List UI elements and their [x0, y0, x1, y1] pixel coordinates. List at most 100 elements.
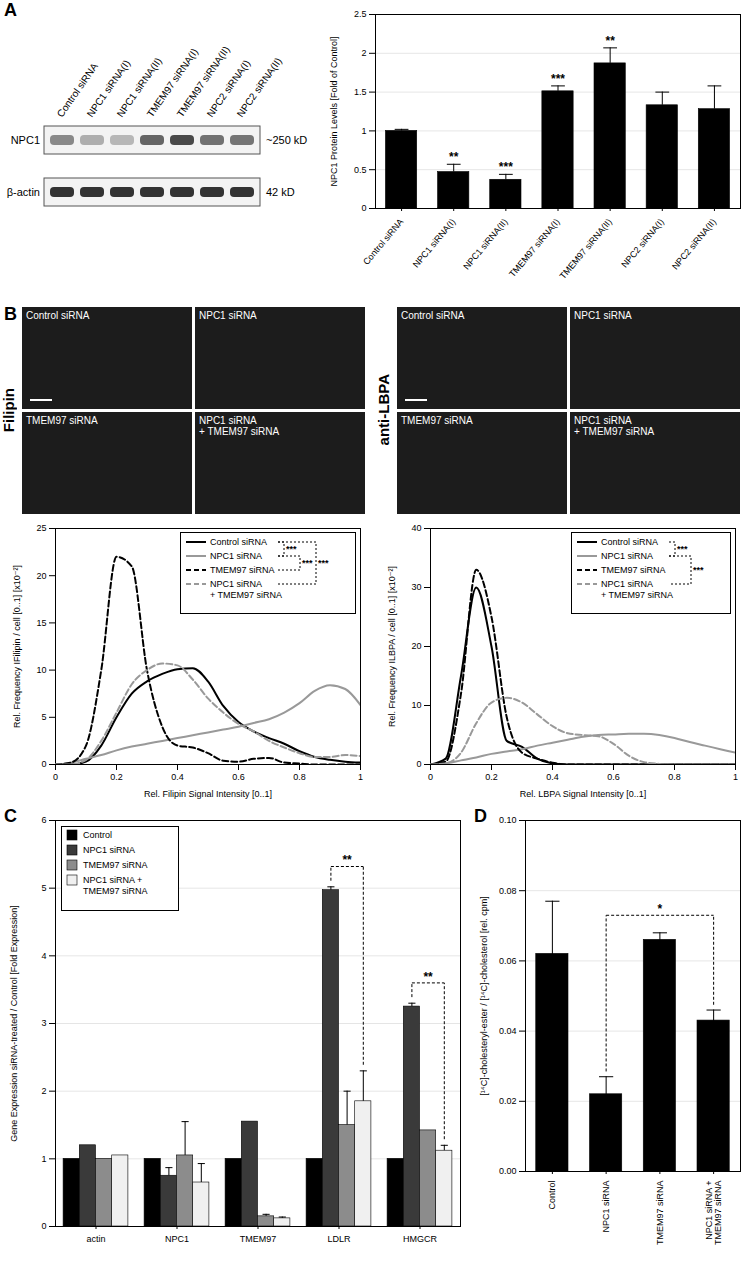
svg-text:NPC1: NPC1: [11, 134, 40, 146]
svg-text:Control siRNA: Control siRNA: [601, 537, 658, 547]
svg-text:0.6: 0.6: [607, 772, 620, 782]
svg-text:30: 30: [411, 582, 421, 592]
svg-text:[¹⁴C]-cholesteryl-ester / [¹⁴C: [¹⁴C]-cholesteryl-ester / [¹⁴C]-choleste…: [479, 896, 489, 1095]
svg-text:TMEM97 siRNA: TMEM97 siRNA: [210, 565, 275, 575]
svg-text:0.10: 0.10: [499, 815, 517, 825]
svg-text:NPC2 siRNA(II): NPC2 siRNA(II): [670, 217, 718, 272]
svg-text:0.02: 0.02: [499, 1096, 517, 1106]
svg-text:25: 25: [36, 523, 46, 533]
svg-text:NPC1 Protein Levels [Fold of C: NPC1 Protein Levels [Fold of Control]: [329, 36, 339, 186]
svg-text:0.8: 0.8: [668, 772, 681, 782]
svg-text:NPC1 siRNA: NPC1 siRNA: [601, 1181, 611, 1233]
svg-text:TMEM97 siRNA(I): TMEM97 siRNA(I): [507, 217, 562, 279]
svg-text:HMGCR: HMGCR: [403, 1234, 437, 1244]
svg-text:NPC1 siRNA(I): NPC1 siRNA(I): [84, 57, 133, 120]
svg-text:TMEM97 siRNA(I): TMEM97 siRNA(I): [145, 46, 201, 119]
svg-text:β-actin: β-actin: [7, 186, 40, 198]
svg-text:***: ***: [693, 565, 704, 575]
svg-text:**: **: [449, 150, 459, 164]
svg-text:NPC2 siRNA(II): NPC2 siRNA(II): [235, 55, 284, 119]
svg-text:1: 1: [41, 1154, 46, 1164]
svg-text:Control siRNA: Control siRNA: [361, 217, 405, 267]
svg-text:Control siRNA: Control siRNA: [54, 60, 100, 120]
svg-text:***: ***: [551, 72, 565, 86]
svg-text:TMEM97 siRNA: TMEM97 siRNA: [601, 565, 666, 575]
svg-text:0.04: 0.04: [499, 1026, 517, 1036]
svg-text:**: **: [423, 970, 433, 984]
svg-text:TMEM97 siRNA: TMEM97 siRNA: [655, 1181, 665, 1246]
svg-text:0: 0: [416, 759, 421, 769]
svg-text:2: 2: [41, 1086, 46, 1096]
svg-text:Gene Expression siRNA-treated: Gene Expression siRNA-treated / Control …: [9, 905, 19, 1142]
svg-text:NPC1 siRNA+ TMEM97 siRNA: NPC1 siRNA+ TMEM97 siRNA: [210, 579, 282, 600]
svg-text:NPC1 siRNA +TMEM97 siRNA: NPC1 siRNA +TMEM97 siRNA: [704, 1181, 723, 1246]
svg-text:0.5: 0.5: [354, 165, 367, 175]
svg-text:20: 20: [36, 571, 46, 581]
svg-text:5: 5: [41, 712, 46, 722]
svg-text:**: **: [342, 853, 352, 867]
svg-text:0.8: 0.8: [293, 772, 306, 782]
svg-text:Control: Control: [547, 1181, 557, 1210]
svg-text:Control siRNA: Control siRNA: [210, 537, 267, 547]
svg-text:0.2: 0.2: [485, 772, 498, 782]
svg-text:actin: actin: [86, 1234, 105, 1244]
svg-text:Rel. LBPA Signal Intensity [0.: Rel. LBPA Signal Intensity [0..1]: [520, 789, 646, 799]
svg-text:TMEM97 siRNA(II): TMEM97 siRNA(II): [175, 44, 232, 119]
svg-text:Rel. Frequency ILBPA / cell [0: Rel. Frequency ILBPA / cell [0..1] [x10⁻…: [387, 566, 397, 727]
svg-text:42 kD: 42 kD: [266, 186, 295, 198]
svg-text:NPC2 siRNA(I): NPC2 siRNA(I): [619, 217, 666, 270]
svg-text:TMEM97 siRNA: TMEM97 siRNA: [83, 860, 148, 870]
svg-text:NPC1 siRNA(II): NPC1 siRNA(II): [461, 217, 509, 272]
svg-text:NPC2 siRNA(I): NPC2 siRNA(I): [204, 57, 253, 120]
svg-text:0.4: 0.4: [546, 772, 559, 782]
svg-text:NPC1 siRNA(II): NPC1 siRNA(II): [114, 55, 164, 120]
svg-text:TMEM97 siRNA(II): TMEM97 siRNA(II): [558, 217, 614, 281]
svg-text:NPC1 siRNA: NPC1 siRNA: [210, 551, 262, 561]
svg-text:0: 0: [361, 203, 366, 213]
svg-text:1.5: 1.5: [354, 87, 367, 97]
svg-text:0: 0: [41, 759, 46, 769]
svg-text:NPC1 siRNA: NPC1 siRNA: [601, 551, 653, 561]
svg-text:1: 1: [733, 772, 738, 782]
svg-text:20: 20: [411, 641, 421, 651]
svg-text:LDLR: LDLR: [327, 1234, 351, 1244]
svg-text:NPC1 siRNA +TMEM97 siRNA: NPC1 siRNA +TMEM97 siRNA: [83, 875, 148, 896]
svg-text:0.06: 0.06: [499, 956, 517, 966]
svg-text:1: 1: [358, 772, 363, 782]
svg-text:***: ***: [302, 558, 313, 568]
svg-text:3: 3: [41, 1018, 46, 1028]
svg-text:4: 4: [41, 951, 46, 961]
svg-text:TMEM97: TMEM97: [240, 1234, 277, 1244]
svg-text:Control: Control: [83, 830, 112, 840]
svg-text:NPC1 siRNA+ TMEM97 siRNA: NPC1 siRNA+ TMEM97 siRNA: [601, 579, 673, 600]
svg-text:10: 10: [411, 700, 421, 710]
svg-text:0.2: 0.2: [110, 772, 123, 782]
svg-text:Rel. Frequency IFilipin / cell: Rel. Frequency IFilipin / cell [0..1] [x…: [12, 565, 22, 728]
svg-text:*: *: [658, 902, 663, 916]
svg-text:0.4: 0.4: [171, 772, 184, 782]
svg-text:0.00: 0.00: [499, 1166, 517, 1176]
svg-text:~250 kD: ~250 kD: [266, 134, 307, 146]
svg-text:NPC1 siRNA(I): NPC1 siRNA(I): [411, 217, 458, 270]
svg-text:***: ***: [499, 160, 513, 174]
svg-text:0.6: 0.6: [232, 772, 245, 782]
svg-text:***: ***: [318, 558, 329, 568]
svg-text:5: 5: [41, 883, 46, 893]
svg-text:0.08: 0.08: [499, 886, 517, 896]
svg-text:2: 2: [361, 48, 366, 58]
svg-text:2.5: 2.5: [354, 9, 367, 19]
svg-text:NPC1 siRNA: NPC1 siRNA: [83, 845, 135, 855]
svg-text:15: 15: [36, 618, 46, 628]
svg-text:0: 0: [41, 1221, 46, 1231]
svg-text:6: 6: [41, 815, 46, 825]
svg-text:1: 1: [361, 126, 366, 136]
svg-text:40: 40: [411, 523, 421, 533]
svg-text:***: ***: [677, 544, 688, 554]
svg-text:0: 0: [53, 772, 58, 782]
svg-text:0: 0: [428, 772, 433, 782]
svg-text:**: **: [605, 34, 615, 48]
svg-text:10: 10: [36, 665, 46, 675]
svg-text:NPC1: NPC1: [165, 1234, 189, 1244]
svg-text:Rel. Filipin Signal Intensity: Rel. Filipin Signal Intensity [0..1]: [144, 789, 272, 799]
svg-text:***: ***: [286, 544, 297, 554]
